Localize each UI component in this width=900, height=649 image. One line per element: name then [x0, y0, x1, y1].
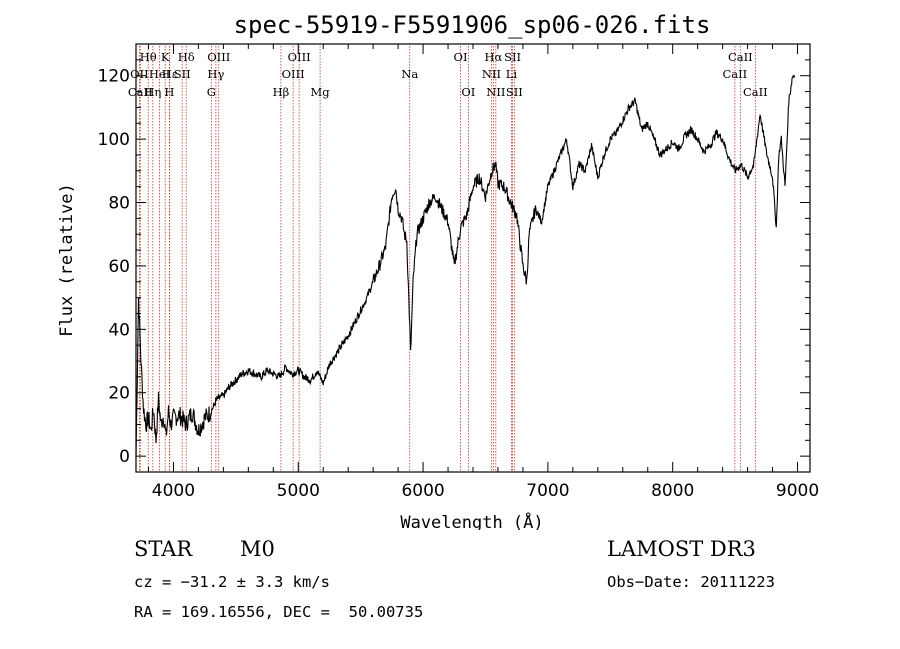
- line-label-sii_1: SII: [504, 50, 521, 64]
- spectrum-line: [135, 74, 796, 457]
- x-tick-label: 4000: [152, 481, 195, 501]
- line-label-oiii_2: OIII: [288, 50, 311, 64]
- line-label-sii_2: SII: [506, 85, 523, 99]
- line-label-oiii_3: OIII: [282, 67, 305, 81]
- line-label-nii_1: NII: [482, 67, 501, 81]
- line-label-oi_2: OI: [461, 85, 475, 99]
- line-label-oii: OII: [130, 67, 149, 81]
- y-tick-label: 80: [108, 194, 130, 214]
- star-class: STAR: [134, 537, 193, 561]
- x-axis: 4000 5000 6000 7000 8000 9000: [147, 44, 819, 501]
- line-label-hβ: Hβ: [273, 85, 290, 99]
- line-label-hδ: Hδ: [178, 50, 195, 64]
- obs-date: Obs−Date: 20111223: [607, 573, 775, 591]
- x-tick-label: 9000: [776, 481, 819, 501]
- y-axis: 0 20 40 60 80 100 120: [98, 59, 810, 467]
- line-label-oi_1: OI: [454, 50, 468, 64]
- line-label-sii: SII: [174, 67, 191, 81]
- line-label-caii_1: CaII: [722, 67, 747, 81]
- line-label-oiii_1: OIII: [207, 50, 230, 64]
- line-label-hθ: Hθ: [140, 50, 157, 64]
- y-axis-label: Flux (relative): [57, 183, 77, 337]
- line-label-caii_2: CaII: [728, 50, 753, 64]
- line-label-caii_3: CaII: [743, 85, 768, 99]
- x-tick-label: 8000: [651, 481, 694, 501]
- line-label-li: Li: [506, 67, 518, 81]
- x-axis-label: Wavelength (Å): [400, 511, 543, 530]
- chart-title: spec-55919-F5591906_sp06-026.fits: [234, 11, 711, 39]
- line-label-g: G: [207, 85, 216, 99]
- survey-name: LAMOST DR3: [607, 537, 756, 561]
- line-label-na: Na: [401, 67, 418, 81]
- line-label-nii_2: NII: [486, 85, 505, 99]
- line-label-h: H: [164, 85, 174, 99]
- line-label-mg: Mg: [311, 85, 331, 99]
- line-label-k: K: [161, 50, 170, 64]
- y-tick-label: 120: [98, 67, 130, 87]
- line-label-hα: Hα: [484, 50, 502, 64]
- line-label-hγ: Hγ: [207, 67, 224, 81]
- x-tick-label: 5000: [277, 481, 320, 501]
- line-label-hη: Hη: [144, 85, 161, 99]
- line-label-hε: Hε: [162, 67, 178, 81]
- y-tick-label: 100: [98, 130, 130, 150]
- spectrum-plot: spec-55919-F5591906_sp06-026.fits Hθ OII C…: [57, 11, 819, 530]
- y-tick-label: 60: [108, 257, 130, 277]
- x-tick-label: 7000: [526, 481, 569, 501]
- line-label-hei: HeI: [149, 67, 170, 81]
- y-tick-label: 0: [119, 447, 130, 467]
- line-markers: [138, 46, 756, 472]
- ra-dec: RA = 169.16556, DEC = 50.00735: [134, 603, 424, 621]
- star-subclass: M0: [240, 537, 275, 561]
- plot-frame: [135, 43, 811, 473]
- y-tick-label: 20: [108, 384, 130, 404]
- y-tick-label: 40: [108, 320, 130, 340]
- cz-value: cz = −31.2 ± 3.3 km/s: [134, 573, 330, 591]
- x-tick-label: 6000: [401, 481, 444, 501]
